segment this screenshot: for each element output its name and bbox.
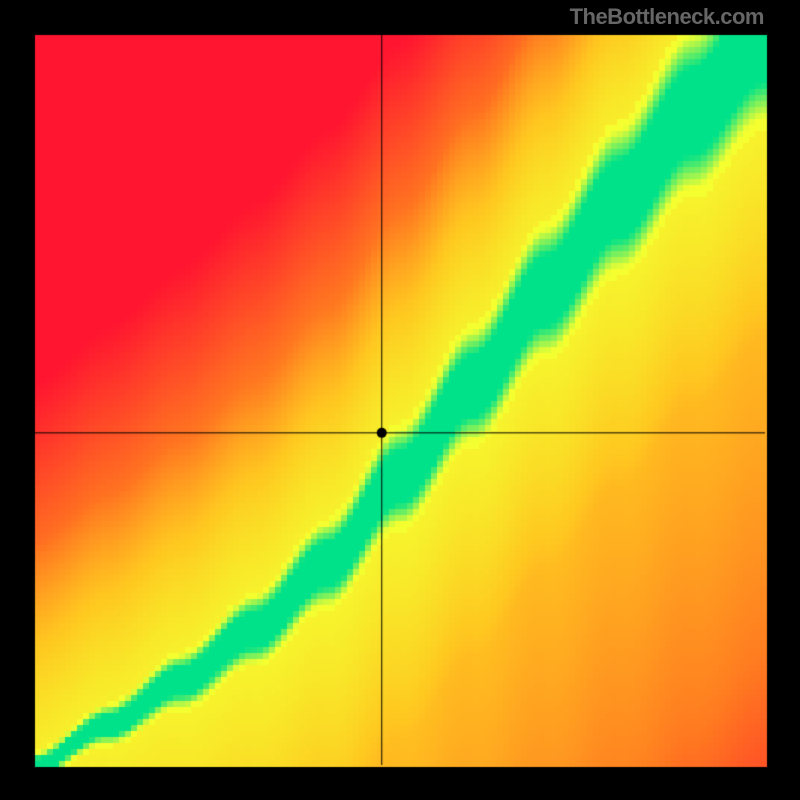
watermark-text: TheBottleneck.com xyxy=(570,4,764,30)
chart-container: TheBottleneck.com xyxy=(0,0,800,800)
heatmap-canvas xyxy=(0,0,800,800)
